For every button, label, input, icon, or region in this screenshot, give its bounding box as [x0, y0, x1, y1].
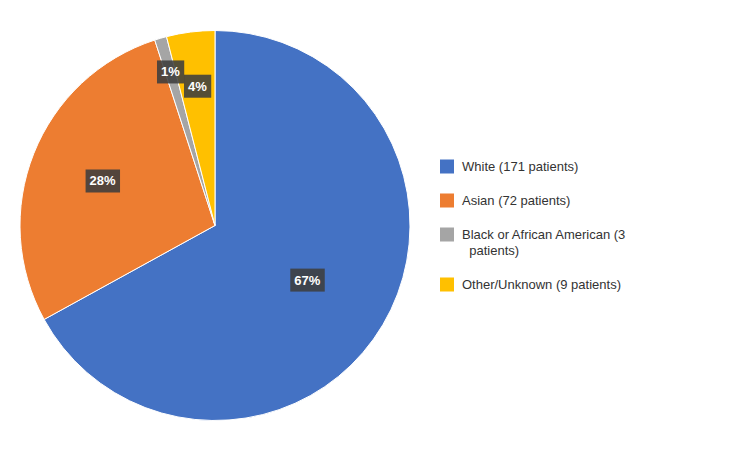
data-label-group: 67% — [290, 269, 324, 292]
legend-swatch — [440, 228, 454, 242]
data-label-group: 28% — [86, 169, 120, 192]
legend-label-line: White (171 patients) — [462, 159, 578, 174]
legend-swatch — [440, 278, 454, 292]
data-label: 67% — [294, 273, 320, 288]
legend-label: Asian (72 patients) — [462, 193, 570, 208]
legend-background — [428, 147, 637, 304]
data-label: 4% — [188, 79, 207, 94]
data-label: 28% — [90, 173, 116, 188]
legend-swatch — [440, 194, 454, 208]
data-label-box — [184, 75, 211, 98]
legend-label-line: Other/Unknown (9 patients) — [462, 277, 621, 292]
pie-slice — [167, 31, 215, 226]
data-label-box — [157, 60, 184, 83]
legend-item: White (171 patients) — [440, 159, 578, 174]
legend-label: Other/Unknown (9 patients) — [462, 277, 621, 292]
legend: White (171 patients) Asian (72 patients) B… — [428, 147, 637, 304]
pie — [20, 31, 410, 421]
data-label-group: 1% — [157, 60, 184, 83]
legend-swatch — [440, 160, 454, 174]
data-label-box — [86, 169, 120, 192]
data-labels: 67% 28% 1% 4% — [86, 60, 325, 291]
data-label-group: 4% — [184, 75, 211, 98]
legend-label-line: patients) — [462, 243, 519, 258]
data-label: 1% — [161, 64, 180, 79]
legend-item: Asian (72 patients) — [440, 193, 570, 208]
legend-label: White (171 patients) — [462, 159, 578, 174]
legend-item: Black or African American (3 patients) — [440, 227, 625, 258]
legend-label: Black or African American (3 patients) — [462, 227, 625, 258]
chart: 67% 28% 1% 4% White (171 patients) Asian (72 … — [0, 0, 752, 451]
legend-label-line: Black or African American (3 — [462, 227, 625, 242]
legend-item: Other/Unknown (9 patients) — [440, 277, 621, 292]
data-label-box — [290, 269, 324, 292]
pie-slice — [20, 40, 215, 319]
legend-label-line: Asian (72 patients) — [462, 193, 570, 208]
